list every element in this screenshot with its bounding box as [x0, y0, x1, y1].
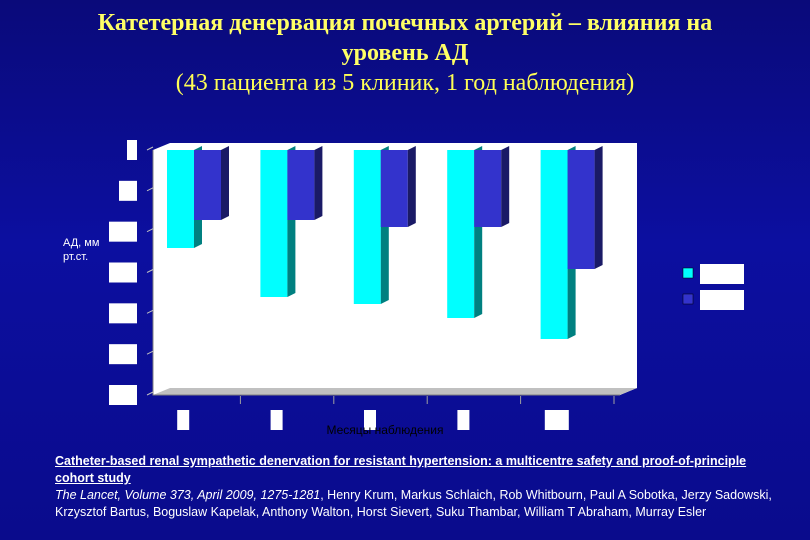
y-tick [146, 391, 154, 396]
y-tick-label-boxes [109, 140, 137, 405]
bar-s2-2 [287, 150, 315, 220]
y-tick-label-box [109, 221, 137, 242]
legend [682, 264, 744, 310]
y-tick-label-box [109, 262, 137, 283]
y-tick-label-box [119, 180, 137, 201]
x-tick-label-box [270, 410, 283, 430]
bar-s1-4 [447, 150, 475, 318]
y-tick-label-box [109, 385, 137, 405]
bar-series [167, 146, 603, 339]
bar-s1-2 [260, 150, 288, 297]
title-line-2: уровень АД [341, 40, 469, 66]
legend-label-series-2 [700, 290, 744, 310]
y-tick [146, 146, 154, 151]
y-tick-label-box [127, 140, 137, 160]
y-tick-label-box [109, 344, 137, 365]
x-tick-label-boxes [177, 396, 615, 430]
bar-s1-5 [540, 150, 568, 339]
bar-s2-3 [380, 150, 408, 227]
bar-side-s2-5 [594, 146, 603, 269]
x-tick-label-box [544, 410, 569, 430]
bar-side-s2-3 [407, 146, 416, 227]
y-tick [146, 187, 154, 192]
bar-side-s2-2 [314, 146, 323, 220]
legend-swatch-series-2 [682, 293, 694, 305]
x-tick-label-box [364, 410, 376, 430]
bar-s2-5 [567, 150, 595, 269]
bar-s2-4 [474, 150, 502, 227]
y-tick [146, 269, 154, 273]
slide-title: Катетерная денервация почечных артерий –… [0, 8, 810, 98]
x-tick-label-box [457, 410, 470, 430]
bar-s2-1 [194, 150, 221, 220]
citation-title[interactable]: Catheter-based renal sympathetic denerva… [55, 454, 747, 485]
title-subtitle: (43 пациента из 5 клиник, 1 год наблюден… [175, 70, 635, 96]
legend-swatch-series-1 [682, 267, 694, 279]
citation-journal: The Lancet, Volume 373, April 2009, 1275… [55, 488, 321, 502]
legend-label-series-1 [700, 264, 744, 284]
bar-side-s2-4 [501, 146, 510, 227]
y-tick [146, 309, 154, 314]
x-tick-label-box [177, 410, 190, 430]
y-tick [146, 350, 154, 355]
y-tick [146, 228, 154, 233]
y-axis-label: АД, мм рт.ст. [63, 237, 100, 263]
bar-s1-1 [167, 150, 194, 248]
citation-authors: , Henry Krum, Markus Schlaich, Rob Whitb… [55, 488, 772, 519]
y-tick-label-box [109, 303, 137, 324]
title-line-1: Катетерная денервация почечных артерий –… [97, 10, 713, 36]
citation: Catheter-based renal sympathetic denerva… [55, 453, 785, 521]
bar-s1-3 [353, 150, 381, 304]
bar-side-s2-1 [221, 146, 229, 220]
x-axis-label: Месяцы наблюдения [326, 423, 444, 437]
plot-floor [153, 388, 637, 395]
plot-frame [152, 150, 620, 396]
